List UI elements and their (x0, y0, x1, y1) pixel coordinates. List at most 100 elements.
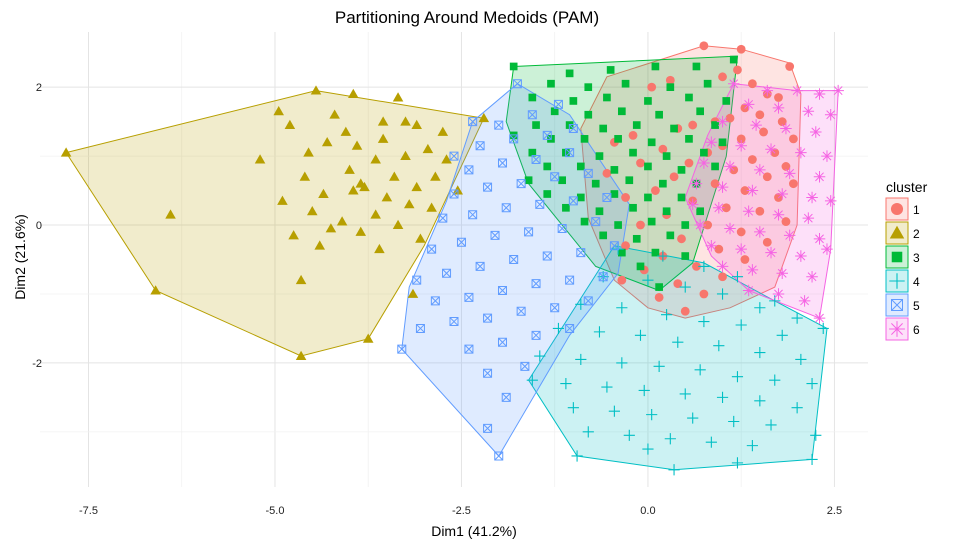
cluster-3-point (666, 231, 675, 240)
cluster-5-point (464, 165, 474, 175)
cluster-2-point (441, 154, 452, 164)
cluster-3-point (532, 121, 540, 129)
cluster-2-point (165, 209, 176, 219)
cluster-5-points (397, 79, 619, 461)
cluster-5-point (516, 179, 526, 189)
cluster-3-point (617, 107, 626, 116)
cluster-1-point (755, 206, 765, 216)
cluster-3-point (576, 162, 585, 171)
cluster-1-point (636, 158, 645, 168)
legend-label: 6 (913, 323, 920, 337)
cluster-2-point (437, 126, 449, 136)
cluster-5-point (427, 244, 437, 254)
legend-title: cluster (886, 179, 928, 195)
chart-title: Partitioning Around Medoids (PAM) (335, 8, 599, 27)
cluster-1-point (703, 220, 713, 230)
cluster-3-point (677, 193, 686, 202)
cluster-2-point (348, 185, 359, 195)
cluster-4-point (634, 329, 647, 341)
cluster-1-point (665, 75, 675, 85)
cluster-6-point (783, 167, 796, 180)
cluster-3-point (711, 121, 719, 129)
cluster-6-point (746, 264, 759, 276)
cluster-5-point (531, 155, 541, 165)
cluster-2-point (351, 140, 363, 150)
cluster-1-point (688, 120, 698, 130)
cluster-3-point (543, 190, 552, 198)
cluster-5-point (449, 151, 459, 161)
cluster-1-point (755, 110, 765, 120)
cluster-3-point (681, 252, 690, 260)
cluster-4-point (608, 405, 620, 417)
cluster-5-point (501, 392, 511, 402)
cluster-5-point (512, 79, 522, 89)
cluster-6-point (795, 250, 807, 262)
cluster-3-point (644, 162, 652, 171)
cluster-2-points (60, 85, 490, 360)
cluster-3-point (617, 248, 626, 257)
cluster-6-point (824, 195, 837, 207)
cluster-6-point (776, 267, 788, 280)
cluster-2-point (374, 243, 385, 254)
cluster-3-point (580, 217, 589, 226)
y-tick-label: 2 (36, 82, 42, 94)
cluster-3-point (696, 207, 705, 216)
cluster-5-point (602, 192, 612, 202)
cluster-2-point (422, 143, 434, 154)
cluster-5-point (509, 134, 519, 144)
cluster-4-points (526, 243, 829, 476)
cluster-6-point (754, 164, 766, 176)
cluster-hulls (65, 45, 839, 471)
cluster-1-point (621, 193, 630, 202)
cluster-4-point (571, 450, 583, 462)
cluster-3-point (595, 207, 604, 216)
cluster-3-point (632, 234, 641, 243)
cluster-3-point (685, 93, 693, 102)
cluster-4-point (593, 326, 606, 338)
cluster-5-point (550, 303, 560, 313)
cluster-5-point (497, 158, 507, 168)
cluster-6-point (802, 212, 815, 224)
legend-item-5: 5 (885, 293, 920, 317)
cluster-2-point (355, 226, 367, 236)
cluster-5-point (494, 451, 504, 461)
cluster-4-point (616, 357, 628, 369)
cluster-5-point (609, 241, 619, 251)
cluster-4-point (795, 353, 807, 366)
cluster-2-point (306, 205, 318, 216)
cluster-4-point (642, 443, 654, 455)
cluster-2-point (370, 209, 381, 219)
cluster-4-point (791, 312, 803, 324)
cluster-3-point (606, 66, 615, 74)
cluster-6-point (750, 119, 762, 131)
cluster-3-point (666, 83, 675, 91)
cluster-4-point (810, 429, 822, 441)
cluster-2-point (284, 119, 296, 130)
cluster-3-point (629, 203, 637, 212)
legend-label: 3 (913, 251, 920, 265)
legend-item-3: 3 (885, 245, 920, 269)
cluster-6-point (810, 126, 822, 138)
cluster-3-point (603, 93, 611, 102)
legend-label: 5 (913, 299, 920, 313)
cluster-6-points (686, 77, 844, 324)
cluster-6-point (716, 115, 729, 128)
cluster-5-point (516, 306, 526, 316)
legend-marker (889, 225, 905, 239)
cluster-1-point (718, 272, 727, 282)
x-tick-label: -2.5 (452, 505, 471, 517)
cluster-2-hull (65, 90, 485, 357)
cluster-1-point (736, 44, 746, 54)
cluster-4-point (642, 274, 654, 286)
cluster-4-point (646, 409, 658, 421)
cluster-6-point (772, 288, 785, 300)
cluster-4-point (698, 260, 710, 272)
cluster-3-point (685, 135, 693, 143)
cluster-3-point (655, 283, 663, 291)
cluster-1-point (762, 237, 772, 247)
cluster-6-point (742, 98, 755, 111)
cluster-2-point (426, 202, 437, 212)
cluster-5-point (568, 196, 578, 206)
cluster-1-point (699, 41, 709, 51)
cluster-5-point (442, 268, 452, 278)
